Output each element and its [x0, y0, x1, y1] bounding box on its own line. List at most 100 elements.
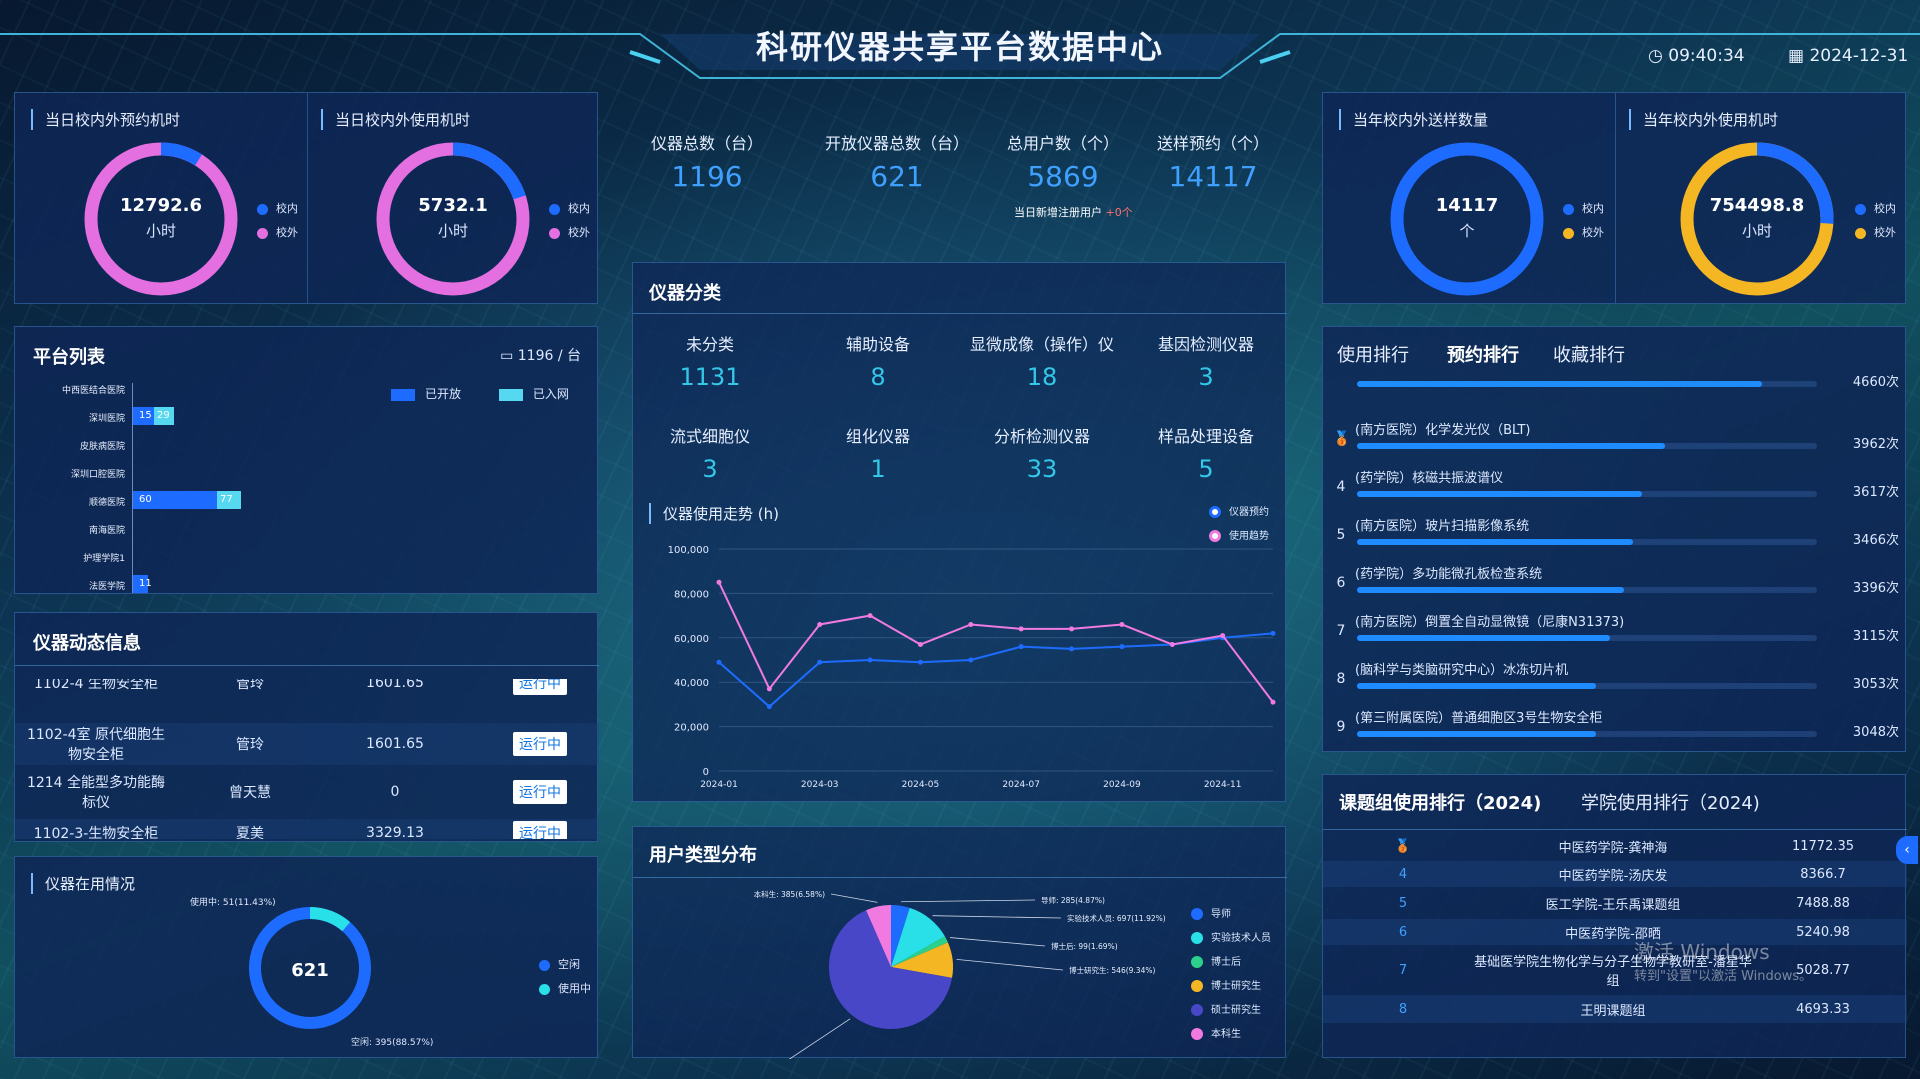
rank-row[interactable]: 4 (药学院）核磁共振波谱仪 3617次 [1323, 465, 1907, 511]
group-name: 中医药学院-邵晒 [1565, 926, 1661, 942]
stat-total: 仪器总数（台） 1196 [632, 130, 782, 193]
rank-number: 5 [1336, 527, 1346, 543]
table-row[interactable]: 1102-3-生物安全柜 夏美 3329.13 运行中 [15, 819, 599, 839]
time-text: 09:40:34 [1668, 46, 1745, 66]
data-point [968, 657, 974, 663]
samples-center: 14117 个 [1389, 195, 1545, 241]
group-rank: 6 [1398, 924, 1408, 940]
pie-label: 本科生: 385(6.58%) [754, 889, 825, 899]
category-item[interactable]: 显微成像（操作）仪 18 [957, 331, 1127, 391]
platform-row-label: 南海医院 [88, 526, 125, 536]
rank-row[interactable]: 🥉 (南方医院）化学发光仪（BLT) 3962次 [1323, 417, 1907, 463]
legend-idle: 空闲 [558, 958, 580, 971]
yearly-usage-legend: 校内 校外 [1855, 197, 1896, 245]
group-row[interactable]: 6 中医药学院-邵晒 5240.98 [1323, 919, 1907, 945]
group-name: 医工学院-王乐禹课题组 [1545, 897, 1681, 913]
rank-row[interactable]: 5 (南方医院）玻片扫描影像系统 3466次 [1323, 513, 1907, 559]
tab-usage-rank[interactable]: 使用排行 [1337, 345, 1409, 366]
axis-line [132, 383, 133, 593]
stat-value: 621 [870, 160, 924, 193]
category-item[interactable]: 流式细胞仪 3 [635, 423, 785, 483]
rank-row[interactable]: 8 (脑科学与类脑研究中心）冰冻切片机 3053次 [1323, 657, 1907, 703]
group-row[interactable]: 4 中医药学院-汤庆发 8366.7 [1323, 861, 1907, 887]
data-point [817, 621, 823, 627]
y-tick-label: 40,000 [674, 678, 709, 689]
tab-college-rank[interactable]: 学院使用排行（2024) [1581, 793, 1760, 814]
legend-inner: 校内 [568, 202, 590, 215]
pie-slice [891, 905, 910, 967]
open-bar[interactable]: 15 [133, 407, 154, 425]
category-item[interactable]: 未分类 1131 [635, 331, 785, 391]
tab-group-rank[interactable]: 课题组使用排行（2024) [1339, 793, 1542, 814]
y-tick-label: 60,000 [674, 634, 709, 645]
rank-bar [1357, 491, 1643, 497]
booking-donut [84, 142, 238, 296]
usage-value: 1601.65 [366, 736, 424, 752]
table-row[interactable]: 1214 全能型多功能酶标仪 曾天慧 0 运行中 [15, 771, 599, 813]
net-bar[interactable]: 77 [217, 491, 241, 509]
status-badge: 运行中 [513, 732, 567, 756]
divider [15, 665, 599, 666]
trend-line-chart: 0 20,000 40,000 60,000 80,000 100,000 2024-01 2… [668, 545, 1276, 790]
tab-favorite-rank[interactable]: 收藏排行 [1553, 345, 1625, 366]
platform-list-panel: 平台列表 ▭ 1196 / 台 已开放 已入网 中西医结合医院 深圳医院 15 29 皮… [14, 326, 598, 594]
ranking-panel: 使用排行 预约排行 收藏排行 4660次 🥉 (南方医院）化学发光仪（BLT) 3… [1322, 326, 1906, 752]
rank-row[interactable]: 9 (第三附属医院）普通细胞区3号生物安全柜 3048次 [1323, 705, 1907, 751]
pie-legend-item[interactable]: 硕士研究生 [1191, 999, 1271, 1023]
daily-hours-panel: 当日校内外预约机时 当日校内外使用机时 12792.6 小时 校内 校外 573… [14, 92, 598, 304]
new-users-label: 当日新增注册用户 [1014, 206, 1102, 219]
pie-legend-item[interactable]: 导师 [1191, 903, 1271, 927]
data-point [1169, 641, 1175, 647]
category-item[interactable]: 辅助设备 8 [803, 331, 953, 391]
category-item[interactable]: 基因检测仪器 3 [1131, 331, 1281, 391]
divider [633, 877, 1287, 878]
platform-row-label: 深圳医院 [88, 414, 125, 424]
device-name: 1102-4室 原代细胞生物安全柜 [26, 727, 166, 763]
group-name: 中医药学院-汤庆发 [1558, 868, 1668, 884]
table-row[interactable]: 1102-4 生物安全柜 管玲 1601.65 运行中 [15, 679, 599, 695]
tab-booking-rank[interactable]: 预约排行 [1447, 345, 1519, 366]
rank-row[interactable]: 4660次 [1323, 375, 1907, 415]
category-item[interactable]: 样品处理设备 5 [1131, 423, 1281, 483]
pie-label: 实验技术人员: 697(11.92%) [1067, 913, 1166, 923]
table-row[interactable]: 1102-4室 原代细胞生物安全柜 管玲 1601.65 运行中 [15, 723, 599, 765]
group-name: 王明课题组 [1580, 1003, 1646, 1019]
open-bar[interactable]: 60 [133, 491, 217, 509]
device-name: 1102-4 生物安全柜 [33, 679, 159, 692]
collapse-arrow-icon[interactable]: ‹ [1896, 836, 1918, 864]
pie-legend-item[interactable]: 本科生 [1191, 1023, 1271, 1047]
rank-row[interactable]: 6 (药学院）多功能微孔板检查系统 3396次 [1323, 561, 1907, 607]
usage-value: 5732.1 [418, 195, 488, 216]
platform-row-label: 顺德医院 [88, 498, 125, 508]
x-tick-label: 2024-05 [902, 780, 940, 790]
platform-count: ▭ 1196 / 台 [500, 345, 581, 365]
rank-value: 3617次 [1852, 485, 1899, 500]
samples-value: 14117 [1435, 195, 1499, 216]
category-item[interactable]: 分析检测仪器 33 [967, 423, 1117, 483]
group-ranking-panel: 课题组使用排行（2024) 学院使用排行（2024) 🥉 中医药学院-龚神海 1… [1322, 774, 1907, 1058]
group-row[interactable]: 🥉 中医药学院-龚神海 11772.35 [1323, 833, 1907, 859]
legend-outer: 校外 [568, 226, 590, 239]
group-row[interactable]: 8 王明课题组 4693.33 [1323, 995, 1907, 1023]
rank-row[interactable]: 7 (南方医院）倒置全自动显微镜（尼康N31373) 3115次 [1323, 609, 1907, 655]
rank-number: 6 [1336, 575, 1346, 591]
category-item[interactable]: 组化仪器 1 [803, 423, 953, 483]
data-point [817, 659, 823, 665]
new-users: 当日新增注册用户 +0个 [1014, 204, 1133, 220]
pie-leader [956, 958, 1064, 971]
pie-legend-item[interactable]: 实验技术人员 [1191, 927, 1271, 951]
net-bar[interactable]: 29 [154, 407, 174, 425]
pie-legend-item[interactable]: 博士研究生 [1191, 975, 1271, 999]
pie-legend-item[interactable]: 博士后 [1191, 951, 1271, 975]
data-point [766, 704, 772, 710]
group-row[interactable]: 7 基础医学院生物化学与分子生物学教研室-潘星华组 5028.77 [1323, 947, 1907, 993]
category-value: 18 [1026, 363, 1058, 391]
open-bar[interactable]: 11 [133, 575, 152, 593]
samples-title: 当年校内外送样数量 [1339, 109, 1488, 130]
rank-name: (药学院）核磁共振波谱仪 [1355, 471, 1504, 486]
date-text: 2024-12-31 [1809, 46, 1909, 66]
group-row[interactable]: 5 医工学院-王乐禹课题组 7488.88 [1323, 889, 1907, 917]
category-label: 基因检测仪器 [1157, 335, 1254, 354]
rank-value: 3466次 [1852, 533, 1899, 548]
yearly-usage-title: 当年校内外使用机时 [1629, 109, 1778, 130]
